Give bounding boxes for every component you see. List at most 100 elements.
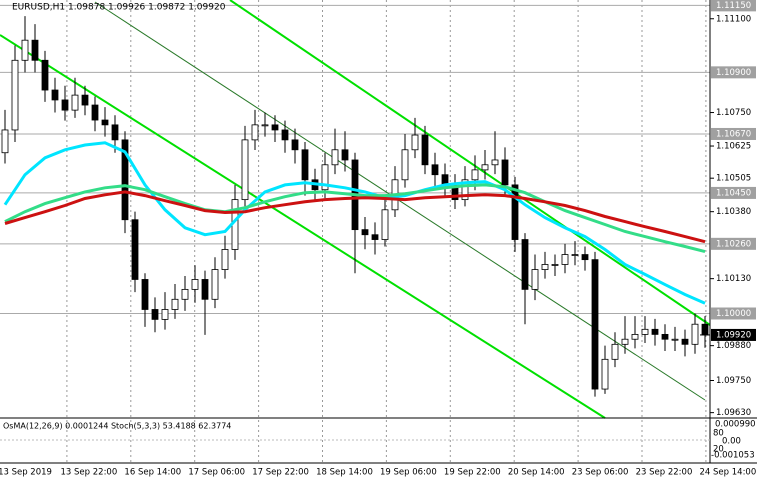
- candle-body: [471, 169, 479, 181]
- indicator-label: 0.000990: [715, 420, 756, 430]
- candle-body: [211, 269, 219, 300]
- candle-body: [611, 343, 619, 360]
- candle-body: [31, 39, 39, 61]
- x-tick-label: 13 Sep 22:00: [61, 468, 118, 478]
- candle-body: [301, 149, 309, 181]
- y-tick-label: 1.10625: [716, 142, 751, 152]
- level-label: 1.10260: [716, 239, 751, 249]
- candle-body: [381, 209, 389, 240]
- trend-line: [229, 0, 711, 326]
- y-tick-label: 1.10505: [716, 174, 751, 184]
- candle-body: [431, 164, 439, 176]
- y-tick-label: 1.10750: [716, 108, 751, 118]
- candle-body: [421, 134, 429, 166]
- candle-body: [221, 249, 229, 270]
- candle-body: [341, 149, 349, 161]
- x-tick-label: 24 Sep 14:00: [700, 468, 757, 478]
- candle-body: [571, 254, 579, 256]
- x-tick-label: 17 Sep 22:00: [252, 468, 309, 478]
- x-tick-label: 19 Sep 06:00: [380, 468, 437, 478]
- candle-body: [291, 139, 299, 151]
- candle-body: [361, 229, 369, 236]
- candle-body: [511, 184, 519, 240]
- candle-body: [521, 239, 529, 290]
- candle-body: [151, 309, 159, 320]
- candle-body: [271, 124, 279, 131]
- level-box: [711, 0, 756, 12]
- y-tick-label: 1.09630: [716, 408, 751, 418]
- candle-body: [61, 99, 69, 111]
- candle-body: [681, 338, 689, 345]
- level-label: 1.10000: [716, 309, 751, 319]
- indicator-label: -0.001053: [711, 451, 755, 461]
- level-label: 1.11150: [716, 1, 751, 11]
- candle-body: [691, 323, 699, 345]
- candle-body: [631, 333, 639, 340]
- candle-body: [81, 94, 89, 106]
- candle-body: [1, 129, 9, 154]
- last-price-box: [711, 328, 756, 341]
- candle-body: [401, 149, 409, 181]
- y-tick-label: 1.10380: [716, 207, 751, 217]
- moving-average: [3, 141, 706, 305]
- x-tick-label: 18 Sep 14:00: [316, 468, 373, 478]
- candle-body: [141, 279, 149, 310]
- level-box: [711, 66, 756, 79]
- candle-body: [601, 358, 609, 390]
- y-tick-label: 1.11100: [716, 14, 751, 24]
- candle-body: [41, 59, 49, 91]
- indicator-label: 80: [713, 429, 724, 439]
- indicator-label: 0.00: [722, 437, 741, 447]
- candle-body: [661, 333, 669, 340]
- candle-body: [671, 338, 679, 341]
- trend-line: [0, 34, 606, 419]
- candle-body: [21, 39, 29, 61]
- candle-body: [621, 338, 629, 345]
- candle-body: [481, 164, 489, 171]
- candle-body: [591, 259, 599, 390]
- candle-body: [171, 298, 179, 310]
- candle-body: [651, 328, 659, 335]
- x-tick-label: 13 Sep 2019: [0, 468, 52, 478]
- candle-body: [71, 94, 79, 111]
- candle-body: [11, 59, 19, 131]
- level-box: [711, 237, 756, 250]
- candle-body: [371, 234, 379, 240]
- level-box: [711, 127, 756, 140]
- y-tick-label: 1.10130: [716, 274, 751, 284]
- level-label: 1.10670: [716, 129, 751, 139]
- moving-average: [4, 190, 706, 244]
- candle-body: [491, 159, 499, 166]
- x-tick-label: 19 Sep 22:00: [444, 468, 501, 478]
- level-box: [711, 186, 756, 199]
- candle-body: [191, 279, 199, 290]
- candle-body: [181, 288, 189, 300]
- x-tick-label: 16 Sep 14:00: [124, 468, 181, 478]
- candle-body: [161, 309, 169, 320]
- moving-average: [4, 183, 706, 254]
- x-tick-label: 20 Sep 14:00: [508, 468, 565, 478]
- candle-body: [331, 149, 339, 166]
- indicator-label: 20: [713, 445, 724, 455]
- candle-body: [501, 159, 509, 186]
- candle-body: [321, 164, 329, 191]
- trend-line: [94, 1, 706, 401]
- indicator-title: OsMA(12,26,9) 0.0001244 Stoch(5,3,3) 53.…: [3, 422, 231, 431]
- candle-body: [111, 124, 119, 141]
- candle-body: [201, 279, 209, 300]
- candle-body: [461, 179, 469, 201]
- candle-body: [131, 219, 139, 280]
- candle-body: [531, 269, 539, 290]
- candle-body: [551, 264, 559, 266]
- x-tick-label: 23 Sep 22:00: [636, 468, 693, 478]
- level-box: [711, 307, 756, 320]
- level-label: 1.10900: [716, 68, 751, 78]
- y-tick-label: 1.09750: [716, 376, 751, 386]
- candle-body: [241, 139, 249, 201]
- candle-body: [251, 124, 259, 141]
- level-label: 1.10450: [716, 188, 751, 198]
- y-tick-label: 1.09880: [716, 341, 751, 351]
